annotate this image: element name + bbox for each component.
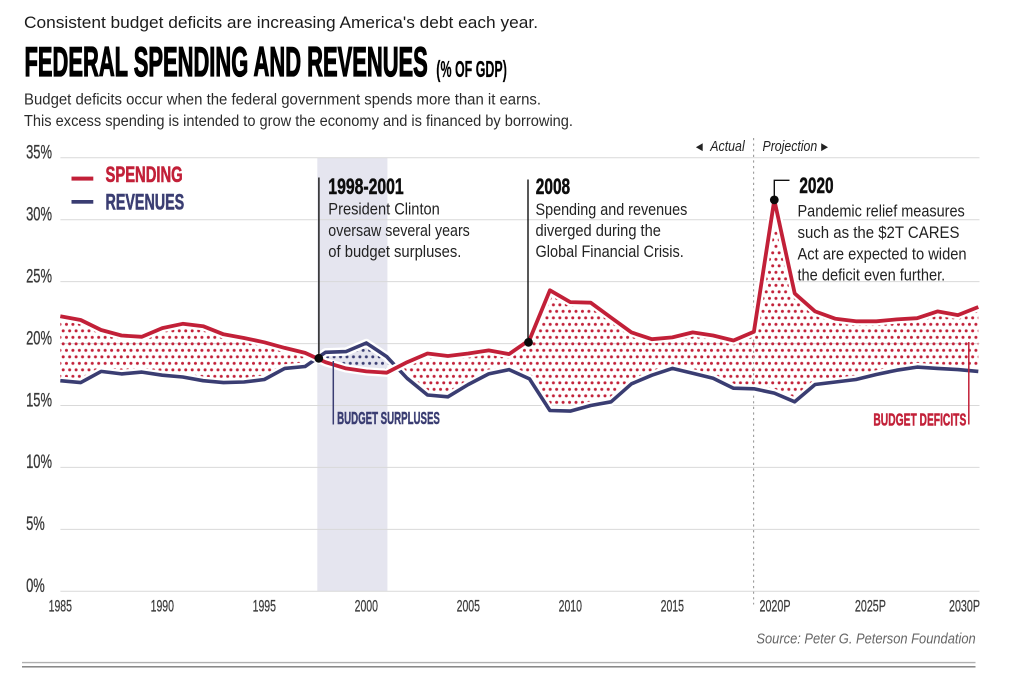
svg-text:Actual: Actual	[709, 138, 745, 155]
svg-text:BUDGET DEFICITS: BUDGET DEFICITS	[873, 409, 966, 429]
svg-text:2020: 2020	[799, 173, 833, 198]
svg-text:such as the $2T CARES: such as the $2T CARES	[798, 223, 960, 242]
svg-text:SPENDING: SPENDING	[106, 162, 183, 187]
svg-text:Consistent budget deficits are: Consistent budget deficits are increasin…	[24, 13, 538, 32]
svg-text:2005: 2005	[457, 598, 480, 616]
svg-text:2008: 2008	[536, 174, 570, 199]
svg-text:2010: 2010	[559, 598, 582, 616]
svg-text:2020P: 2020P	[760, 598, 791, 616]
svg-text:2000: 2000	[355, 598, 378, 616]
svg-text:10%: 10%	[26, 452, 52, 473]
svg-text:Global Financial Crisis.: Global Financial Crisis.	[536, 242, 684, 261]
svg-text:FEDERAL SPENDING AND REVENUES: FEDERAL SPENDING AND REVENUES	[25, 38, 428, 85]
svg-text:This excess spending is intend: This excess spending is intended to grow…	[24, 113, 573, 130]
svg-text:2015: 2015	[661, 598, 684, 616]
svg-text:1998-2001: 1998-2001	[328, 174, 403, 199]
svg-text:the deficit even further.: the deficit even further.	[798, 266, 946, 285]
svg-text:oversaw several years: oversaw several years	[328, 221, 470, 240]
svg-text:diverged during the: diverged during the	[536, 221, 661, 240]
svg-text:1995: 1995	[253, 598, 276, 616]
svg-text:BUDGET SURPLUSES: BUDGET SURPLUSES	[337, 408, 440, 428]
svg-text:Source: Peter G. Peterson Foun: Source: Peter G. Peterson Foundation	[756, 631, 975, 648]
svg-text:30%: 30%	[26, 205, 52, 226]
svg-text:President Clinton: President Clinton	[328, 199, 440, 218]
svg-text:1990: 1990	[151, 598, 174, 616]
svg-text:REVENUES: REVENUES	[106, 189, 185, 214]
svg-text:(% OF GDP): (% OF GDP)	[436, 56, 507, 82]
svg-text:1985: 1985	[49, 598, 72, 616]
svg-text:Projection: Projection	[763, 138, 818, 155]
svg-text:Budget deficits occur when the: Budget deficits occur when the federal g…	[24, 91, 541, 108]
svg-text:Pandemic relief measures: Pandemic relief measures	[798, 202, 965, 221]
svg-text:5%: 5%	[26, 514, 45, 535]
svg-text:35%: 35%	[26, 143, 52, 164]
svg-text:2025P: 2025P	[855, 598, 886, 616]
svg-text:25%: 25%	[26, 266, 52, 287]
svg-text:15%: 15%	[26, 390, 52, 411]
svg-text:20%: 20%	[26, 328, 52, 349]
svg-text:Spending and revenues: Spending and revenues	[536, 200, 688, 219]
svg-text:of budget surpluses.: of budget surpluses.	[328, 242, 461, 261]
svg-text:0%: 0%	[26, 576, 45, 597]
svg-text:2030P: 2030P	[949, 598, 980, 616]
svg-text:Act are expected to widen: Act are expected to widen	[798, 244, 967, 263]
